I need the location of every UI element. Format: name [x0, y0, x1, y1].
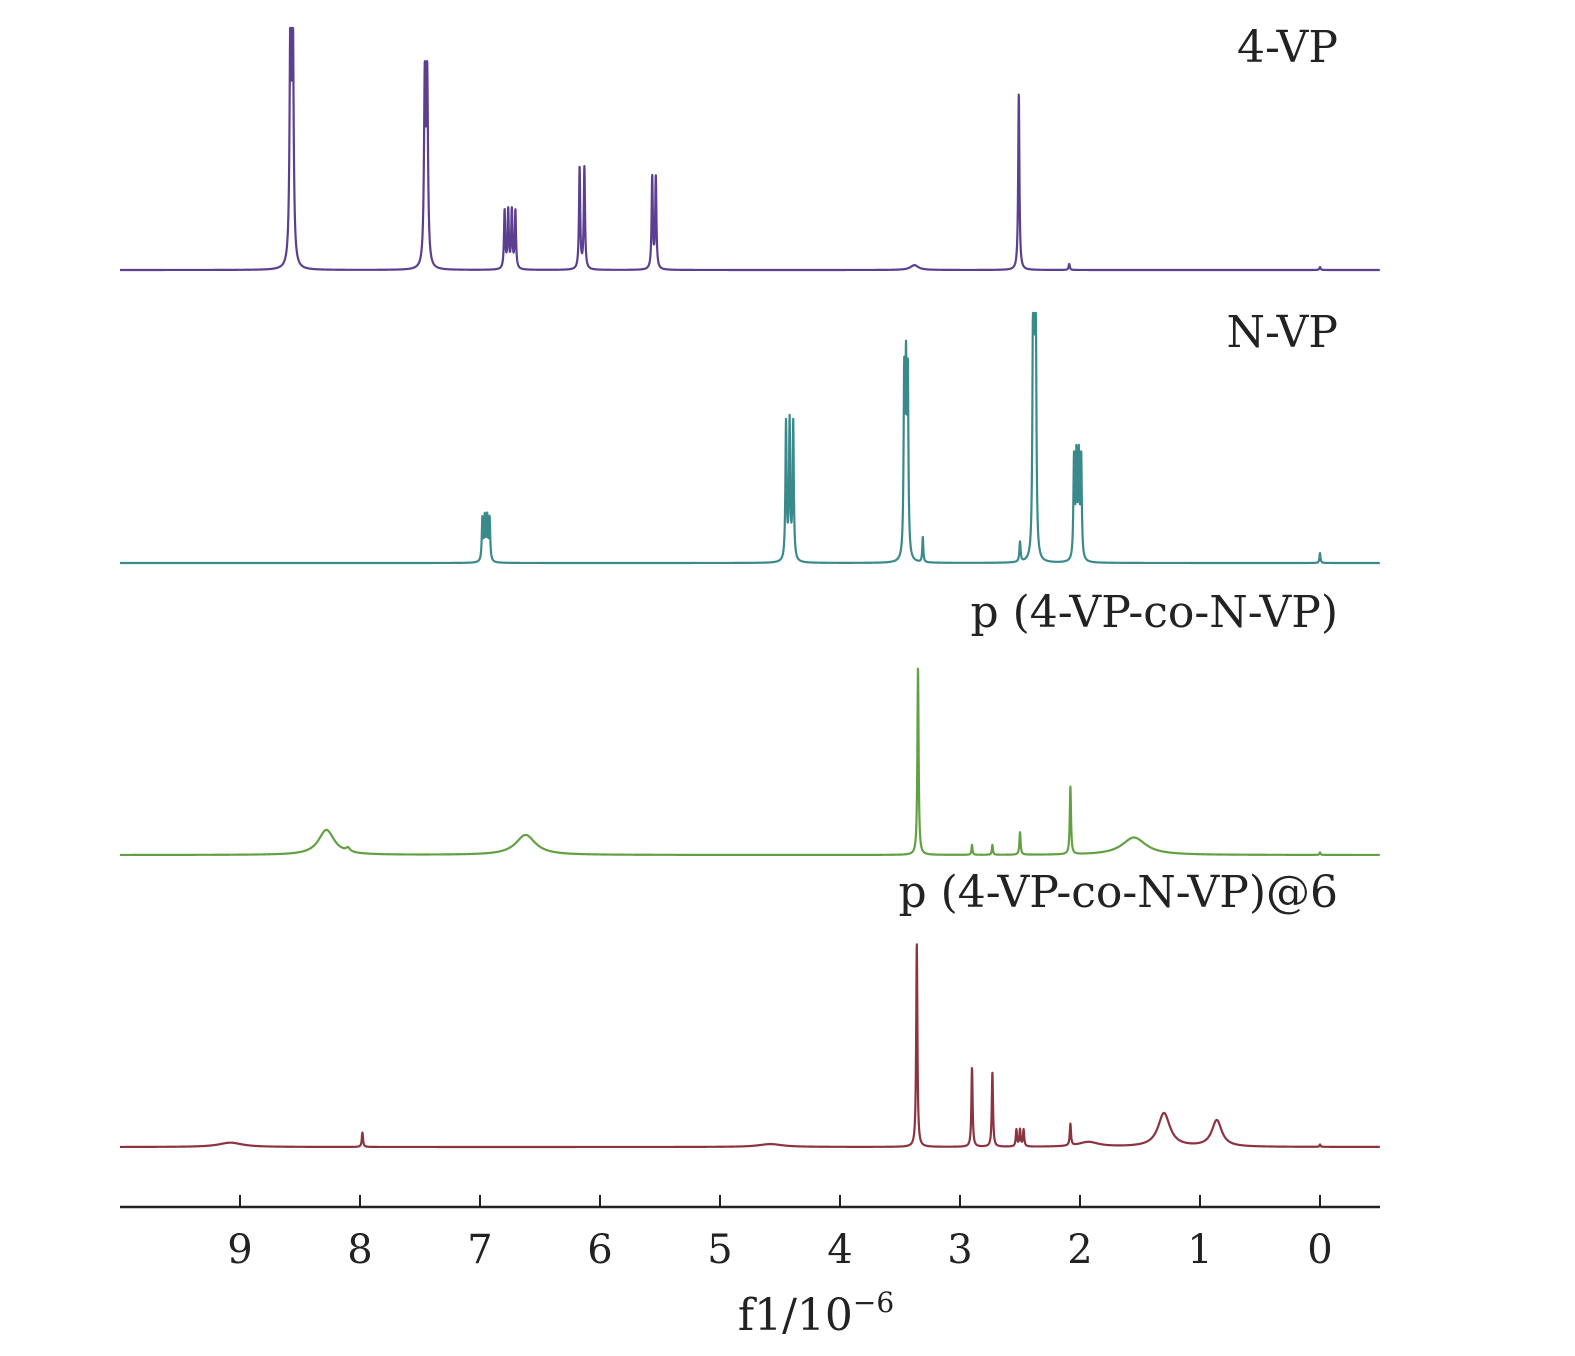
spectrum-trace-4	[119, 943, 1381, 1149]
spectrum-trace-1	[119, 26, 1381, 272]
x-tick-label-8: 8	[347, 1227, 372, 1273]
spectrum-trace-2	[119, 311, 1381, 565]
x-tick-label-5: 5	[707, 1227, 732, 1273]
spectrum-trace-3	[119, 667, 1381, 857]
x-tick-label-6: 6	[587, 1227, 612, 1273]
x-tick-label-9: 9	[227, 1227, 252, 1273]
spectrum-label-3: p (4-VP-co-N-VP)	[970, 587, 1338, 638]
x-tick-label-3: 3	[947, 1227, 972, 1273]
x-axis-title-exponent: −6	[853, 1286, 894, 1319]
x-axis-title-main: f1/10	[738, 1290, 853, 1341]
spectrum-label-2: N-VP	[1226, 307, 1338, 358]
x-tick-label-2: 2	[1067, 1227, 1092, 1273]
spectra-layer	[119, 26, 1381, 1149]
x-tick-label-0: 0	[1307, 1227, 1332, 1273]
spectrum-label-4: p (4-VP-co-N-VP)@6	[898, 867, 1338, 918]
x-axis: 9 8 7 6 5 4 3 2 1 0	[120, 1195, 1380, 1273]
x-axis-title: f1/10−6	[738, 1286, 894, 1341]
x-tick-label-7: 7	[467, 1227, 492, 1273]
spectrum-label-1: 4-VP	[1237, 22, 1338, 73]
x-tick-label-1: 1	[1187, 1227, 1212, 1273]
x-tick-label-4: 4	[827, 1227, 852, 1273]
